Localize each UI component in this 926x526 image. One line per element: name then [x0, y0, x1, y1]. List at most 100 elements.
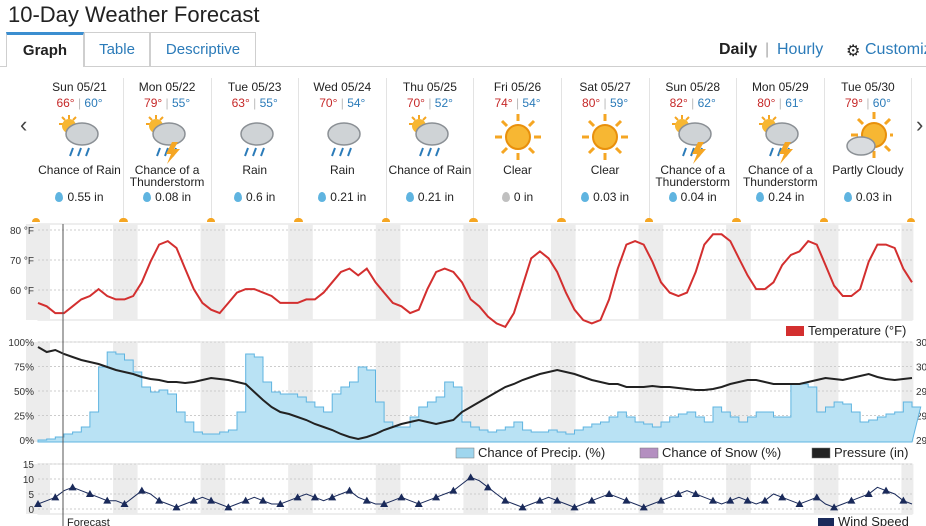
day-column[interactable]: Mon 05/29 80° | 61° Chance of a Thundersto…	[732, 78, 828, 222]
daily-button[interactable]: Daily	[719, 41, 758, 58]
wind-direction-arrow	[553, 496, 562, 504]
raindrop-icon	[318, 192, 327, 202]
wind-legend-label: Wind Speed	[838, 514, 909, 526]
pressure-tick-label: 30	[916, 338, 926, 349]
prev-days-arrow[interactable]: ‹	[20, 112, 28, 137]
wind-direction-arrow	[743, 496, 752, 504]
temp-tick-label: 60 °F	[10, 286, 34, 297]
wind-tick-label: 10	[23, 475, 35, 486]
low-temp: 54°	[347, 96, 366, 110]
tstorm-weather-icon	[737, 112, 824, 164]
tab-graph[interactable]: Graph	[6, 32, 84, 67]
wind-direction-arrow	[535, 496, 544, 504]
day-column[interactable]: Tue 05/30 79° | 60° Partly Cloudy 0.03 in	[820, 78, 916, 222]
wind-direction-arrow	[830, 503, 839, 511]
wind-direction-arrow	[708, 496, 717, 504]
condition-text: Chance of a Thunderstorm	[655, 163, 731, 189]
sunrise-marker	[382, 218, 391, 222]
cloud-rain-weather-icon	[299, 112, 386, 164]
page-title: 10-Day Weather Forecast	[8, 2, 260, 27]
temperature-legend-label: Temperature (°F)	[808, 323, 906, 338]
temp-tick-label: 70 °F	[10, 256, 34, 267]
day-column[interactable]: Sun 05/28 82° | 62° Chance of a Thundersto…	[645, 78, 741, 222]
day-name: Fri 05/26	[493, 80, 542, 94]
wind-direction-arrow	[570, 503, 579, 511]
precip-tick-label: 25%	[14, 412, 34, 423]
wind-panel-night-band	[464, 464, 488, 514]
wind-direction-arrow	[847, 496, 856, 504]
day-temps: 70° | 54°	[319, 96, 366, 110]
precip-value: 0.08 in	[155, 190, 192, 204]
day-column[interactable]: Tue 05/23 63° | 55° Rain 0.6 in	[207, 78, 303, 222]
sunrise-marker	[820, 218, 829, 222]
raindrop-icon	[143, 192, 152, 202]
mode-separator: |	[765, 41, 770, 58]
day-name: Mon 05/29	[751, 80, 809, 94]
wind-direction-arrow	[501, 496, 510, 504]
gear-icon[interactable]: ⚙	[846, 43, 861, 60]
wind-direction-arrow	[276, 500, 285, 507]
day-column[interactable]: Mon 05/22 79° | 55° Chance of a Thundersto…	[119, 78, 215, 222]
wind-direction-arrow	[258, 496, 267, 504]
condition-text: Rain	[329, 163, 355, 177]
wind-direction-arrow	[293, 493, 302, 501]
wind-direction-arrow	[449, 486, 458, 494]
precip-amount: 0.21 in	[386, 190, 473, 206]
tab-table[interactable]: Table	[84, 32, 150, 66]
temp-panel-night-band	[376, 224, 401, 320]
wind-legend-swatch	[818, 518, 834, 526]
pressure-tick-label: 30	[916, 363, 926, 374]
low-temp: 52°	[434, 96, 453, 110]
high-temp: 80°	[582, 96, 601, 110]
day-temps: 80° | 61°	[757, 96, 804, 110]
precip-legend-label: Pressure (in)	[834, 445, 908, 460]
wind-direction-arrow	[68, 483, 77, 491]
precip-legend-label: Chance of Snow (%)	[662, 445, 781, 460]
pressure-tick-label: 29	[916, 436, 926, 447]
precip-tick-label: 100%	[8, 338, 34, 349]
rain-weather-icon	[36, 112, 123, 164]
day-column[interactable]: Sun 05/21 66° | 60° Chance of Rain 0.55 in	[32, 78, 127, 222]
precip-tick-label: 0%	[20, 436, 35, 447]
wind-direction-arrow	[224, 503, 233, 511]
day-temps: 70° | 52°	[406, 96, 453, 110]
next-days-arrow[interactable]: ›	[916, 112, 924, 137]
temp-panel-night-band	[901, 224, 914, 320]
sunrise-marker	[32, 218, 40, 222]
wind-direction-arrow	[362, 496, 371, 504]
day-column[interactable]: Fri 05/26 74° | 54° Clear 0 in	[470, 78, 565, 222]
tab-descriptive[interactable]: Descriptive	[150, 32, 256, 66]
temp-tick-label: 80 °F	[10, 226, 34, 237]
hourly-button[interactable]: Hourly	[777, 41, 824, 58]
day-name: Tue 05/30	[841, 80, 895, 94]
precip-area	[37, 351, 922, 443]
wind-direction-arrow	[310, 493, 319, 501]
raindrop-icon	[55, 192, 64, 202]
day-name: Thu 05/25	[402, 80, 457, 94]
wind-direction-arrow	[432, 493, 441, 501]
high-temp: 70°	[406, 96, 425, 110]
day-temps: 82° | 62°	[669, 96, 716, 110]
daily-summary-strip: Sun 05/21 66° | 60° Chance of Rain 0.55 in M…	[32, 78, 916, 222]
low-temp: 61°	[785, 96, 804, 110]
day-column[interactable]: Wed 05/24 70° | 54° Rain 0.21 in	[294, 78, 390, 222]
high-temp: 80°	[757, 96, 776, 110]
temp-panel-night-band	[639, 224, 664, 320]
precip-value: 0 in	[513, 190, 534, 204]
day-column[interactable]: Sat 05/27 80° | 59° Clear 0.03 in	[557, 78, 653, 222]
temp-panel-night-band	[814, 224, 839, 320]
day-temps: 79° | 55°	[144, 96, 191, 110]
wind-direction-arrow	[345, 486, 354, 494]
precip-value: 0.21 in	[417, 190, 454, 204]
sun-weather-icon	[474, 112, 561, 164]
sunset-marker	[907, 218, 916, 222]
precip-value: 0.55 in	[67, 190, 104, 204]
condition-text: Clear	[590, 163, 620, 177]
sun-weather-icon	[562, 112, 649, 164]
high-temp: 74°	[494, 96, 513, 110]
precip-value: 0.03 in	[593, 190, 630, 204]
low-temp: 55°	[259, 96, 278, 110]
day-name: Tue 05/23	[227, 80, 282, 94]
day-column[interactable]: Thu 05/25 70° | 52° Chance of Rain 0.21 in	[382, 78, 478, 222]
customize-button[interactable]: Customiz	[865, 41, 926, 58]
